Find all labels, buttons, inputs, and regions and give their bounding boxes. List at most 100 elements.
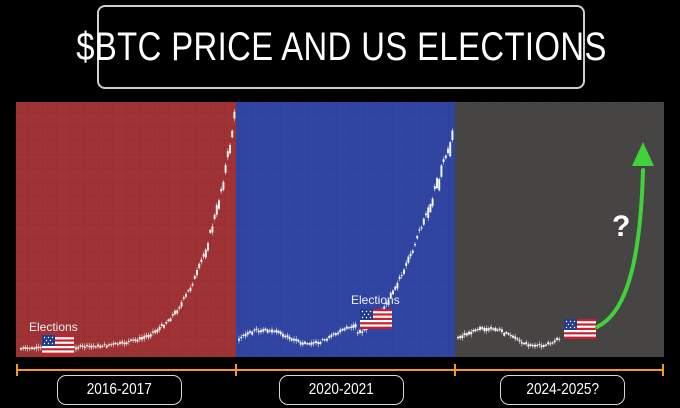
candle: [187, 290, 190, 292]
candle: [163, 325, 165, 328]
candle: [295, 338, 298, 342]
candle: [284, 335, 287, 338]
candle: [215, 204, 218, 215]
candle: [180, 302, 183, 307]
candle: [176, 310, 179, 314]
candle: [156, 329, 159, 333]
candle: [485, 328, 488, 331]
candle: [145, 334, 148, 337]
candle: [323, 339, 326, 341]
candle: [209, 230, 212, 233]
candle: [207, 243, 209, 251]
candle: [389, 292, 392, 298]
candle: [301, 342, 304, 345]
candle: [429, 204, 432, 213]
candle: [211, 226, 214, 233]
candle: [249, 331, 251, 333]
candle: [542, 345, 545, 347]
candle: [461, 335, 464, 339]
projection-arrow: [595, 168, 645, 329]
candle: [86, 344, 88, 347]
candle: [279, 331, 282, 335]
candle: [123, 342, 126, 345]
candle: [110, 344, 113, 346]
candle: [440, 165, 443, 177]
candle: [425, 213, 427, 216]
candle: [403, 269, 405, 274]
candle: [224, 165, 227, 173]
us-flag-icon: [42, 335, 74, 355]
candle: [251, 331, 254, 335]
price-candles: [20, 108, 561, 353]
candle: [407, 256, 410, 263]
us-flag-icon: [564, 319, 596, 339]
candle: [308, 343, 311, 345]
candle: [483, 328, 486, 332]
period-label-2016-2017: 2016-2017: [57, 375, 182, 405]
candle: [319, 341, 322, 344]
candle: [321, 339, 324, 341]
candle: [527, 344, 530, 347]
candle: [444, 155, 447, 159]
candle: [178, 306, 181, 309]
candle: [496, 329, 499, 331]
candle: [121, 341, 124, 344]
candle: [487, 328, 490, 331]
candle: [352, 324, 355, 328]
candle: [92, 345, 95, 347]
candle: [90, 345, 93, 348]
candle: [266, 329, 269, 333]
candle: [99, 345, 102, 348]
candle: [332, 333, 335, 335]
candle: [337, 332, 339, 335]
page-title: $BTC PRICE AND US ELECTIONS: [75, 24, 607, 69]
candle: [348, 327, 350, 329]
candle: [503, 332, 506, 336]
candle: [556, 337, 558, 341]
candle: [273, 330, 276, 332]
candle: [114, 342, 117, 345]
candle: [231, 130, 234, 138]
candle: [536, 344, 539, 347]
candle: [505, 331, 508, 334]
candle: [345, 326, 348, 329]
candle: [315, 340, 317, 343]
candle: [130, 339, 132, 341]
candle: [169, 318, 172, 322]
candle: [361, 331, 364, 334]
candle: [306, 343, 309, 345]
candle: [394, 286, 397, 290]
candle: [143, 336, 146, 339]
candle: [385, 302, 388, 305]
candle: [339, 329, 342, 333]
candle: [433, 186, 436, 190]
period-label-2024-2025: 2024-2025?: [500, 375, 625, 405]
candle: [257, 330, 260, 333]
candle: [134, 339, 137, 341]
candle: [398, 276, 401, 279]
candle: [202, 254, 205, 257]
candle: [198, 263, 201, 269]
candle: [101, 345, 104, 347]
candle: [116, 343, 119, 345]
candle: [88, 345, 91, 347]
candle: [356, 332, 359, 334]
candle: [516, 338, 519, 340]
candle: [427, 207, 430, 219]
candle: [457, 336, 459, 339]
candle: [193, 275, 196, 279]
candle: [304, 341, 306, 344]
candle: [141, 337, 143, 340]
candle: [97, 344, 99, 347]
candle: [334, 333, 337, 336]
candle: [551, 342, 554, 344]
candle: [229, 145, 231, 154]
candle: [507, 333, 510, 335]
candle: [282, 333, 284, 337]
candle: [174, 310, 176, 315]
candle: [492, 328, 495, 330]
candle: [549, 343, 552, 345]
candle: [94, 346, 97, 348]
candle: [191, 283, 194, 286]
